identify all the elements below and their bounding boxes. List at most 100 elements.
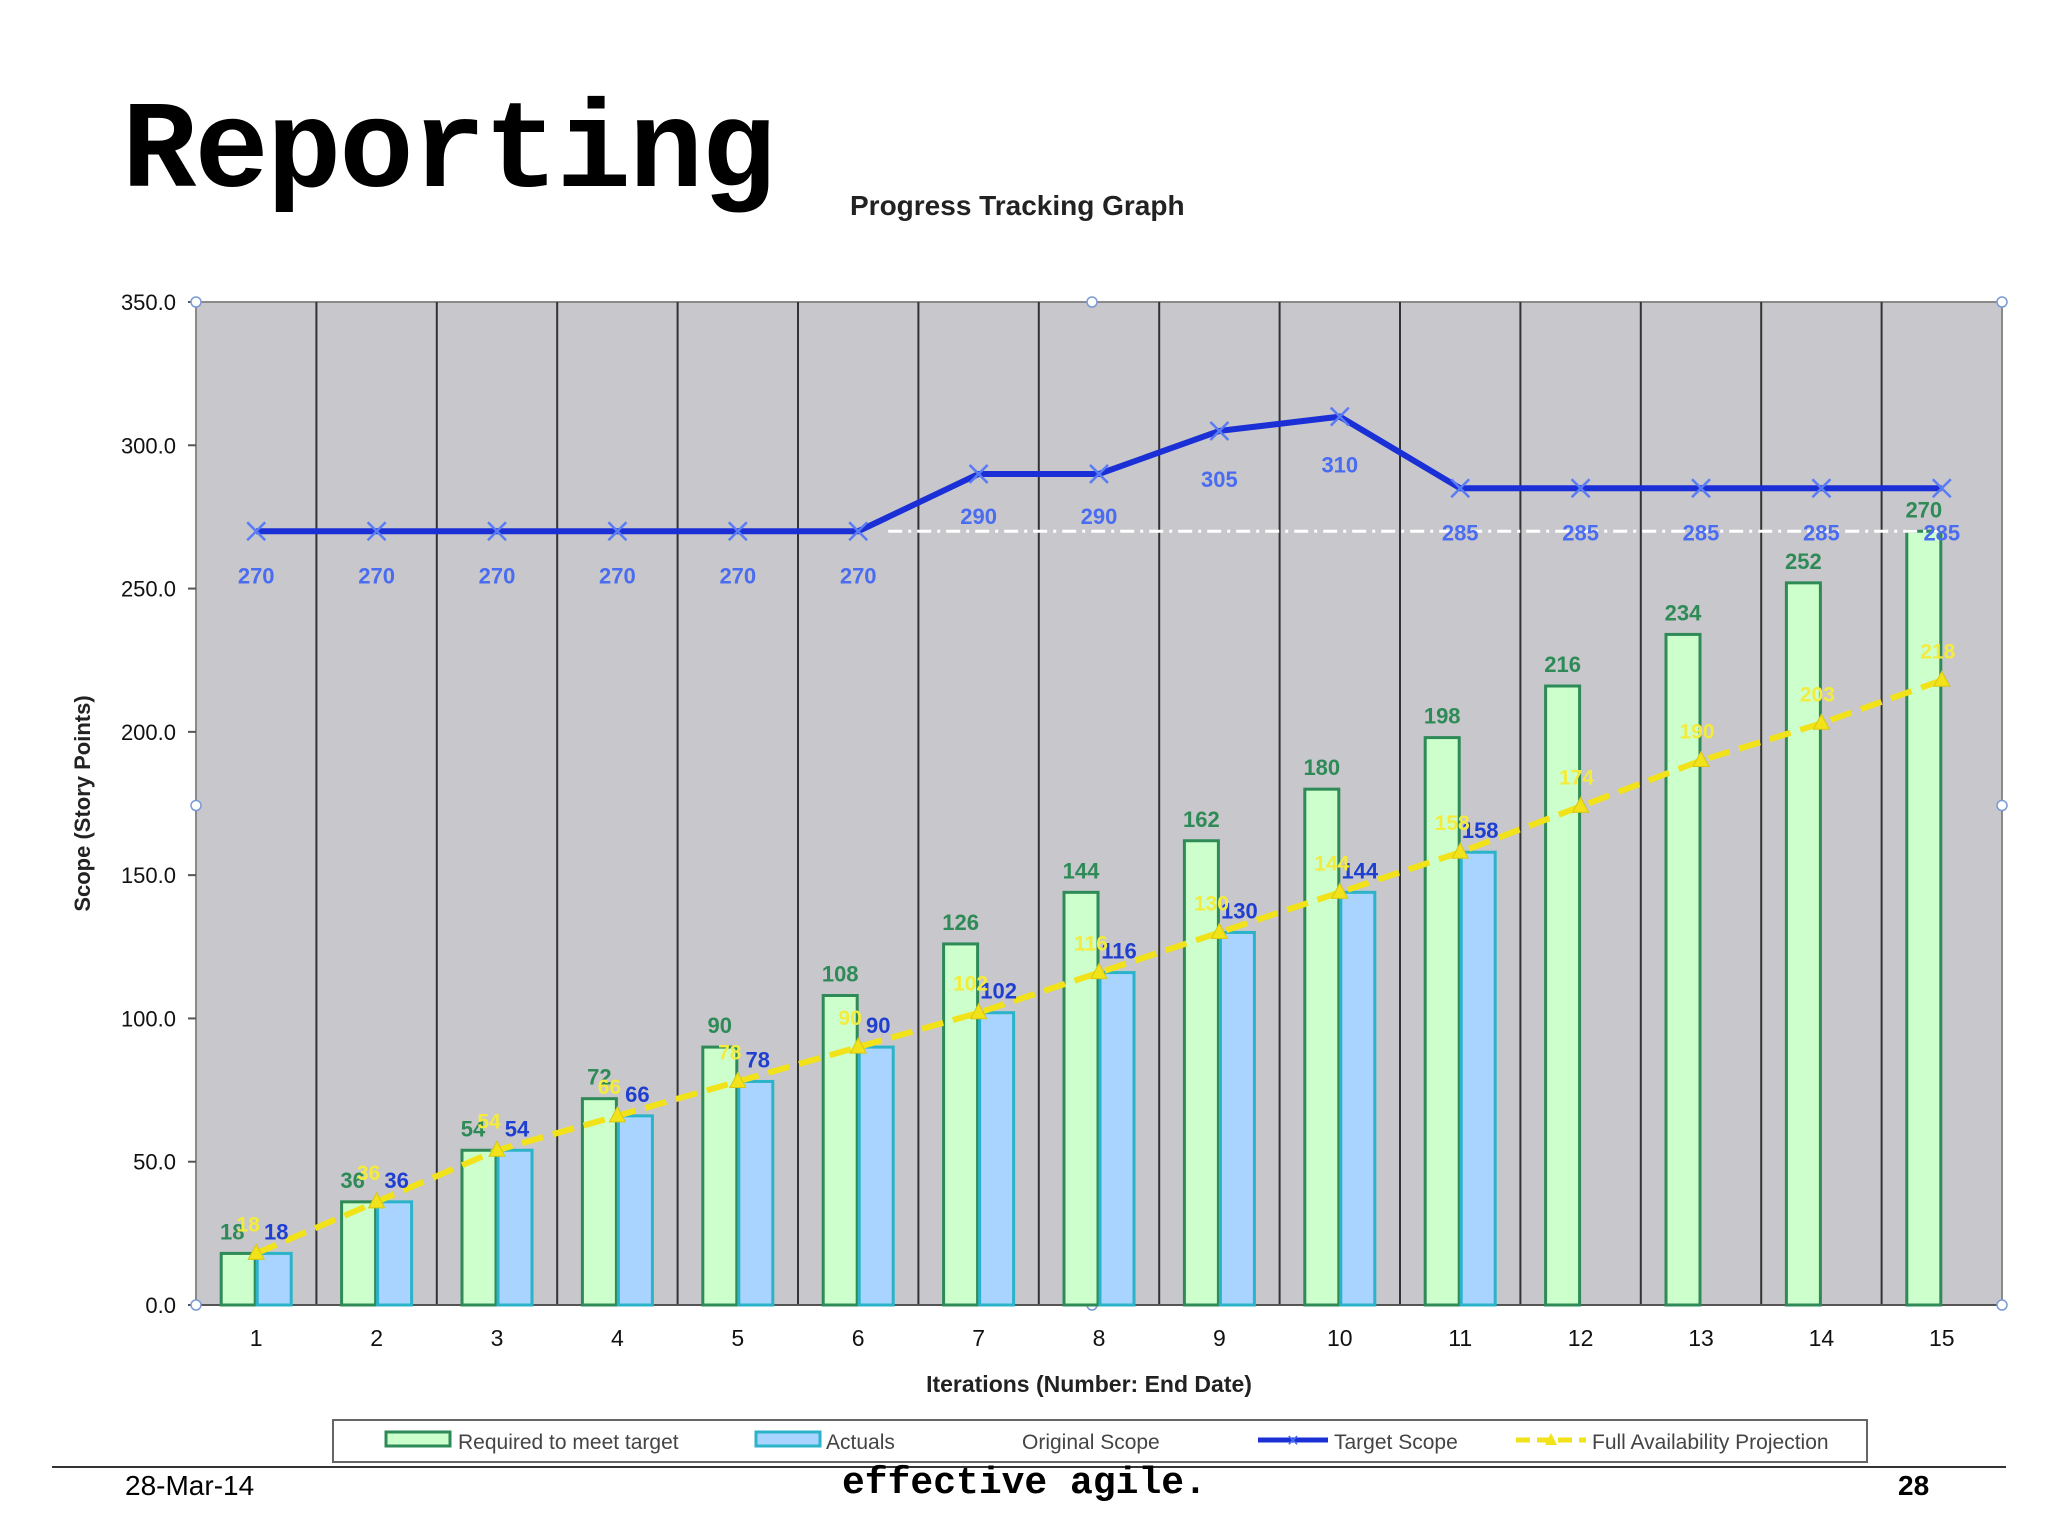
bar-actuals [1339,890,1377,1307]
y-tick-label: 250.0 [121,577,176,602]
bar-required [1182,839,1220,1307]
label-required: 252 [1785,549,1822,574]
bar-actuals [857,1045,895,1307]
bar-actuals [978,1011,1016,1307]
y-tick-label: 200.0 [121,720,176,745]
label-target-scope: 290 [1081,504,1118,529]
label-actuals: 144 [1341,858,1378,883]
label-actuals: 158 [1462,818,1499,843]
label-actuals: 102 [980,979,1017,1004]
legend-swatch-target-scope: ✕ [1258,1431,1328,1450]
label-actuals: 66 [625,1082,649,1107]
y-tick-label: 0.0 [145,1293,176,1318]
label-target-scope: 270 [358,563,395,588]
selection-handle [190,296,202,308]
point-projection [367,1191,386,1209]
label-projection: 36 [357,1162,380,1185]
selection-handle [190,799,202,812]
label-target-scope: 285 [1442,520,1479,545]
point-projection [1090,962,1108,980]
bar-required [1544,684,1582,1307]
point-target-scope [366,521,387,542]
selection-handle [1086,296,1098,308]
label-actuals: 90 [866,1013,890,1038]
legend-label-target-scope: Target Scope [1334,1431,1458,1454]
footer-tagline: effective agile. [842,1462,1207,1505]
label-actuals: 54 [505,1116,530,1141]
bar-required [580,1097,618,1307]
selection-handle [190,1299,202,1311]
label-projection: 144 [1314,852,1349,875]
y-tick-label: 350.0 [121,290,176,315]
bar-actuals [737,1079,775,1307]
label-required: 270 [1905,497,1942,522]
x-tick-label: 6 [852,1325,865,1351]
label-projection: 190 [1679,721,1714,744]
chart-title: Progress Tracking Graph [850,190,1185,221]
label-projection: 54 [477,1110,501,1133]
legend-swatch-actuals [754,1430,822,1448]
point-target-scope [1931,478,1952,499]
legend-label-actuals: Actuals [826,1431,895,1454]
label-target-scope: 285 [1562,520,1599,545]
x-tick-label: 5 [731,1325,744,1351]
point-projection [849,1037,868,1054]
point-target-scope [968,464,989,484]
point-target-scope [1570,478,1591,499]
label-projection: 66 [598,1076,621,1099]
legend-swatch-projection [1516,1433,1586,1445]
point-target-scope [1691,478,1711,499]
label-projection: 203 [1800,683,1835,706]
label-projection: 116 [1074,933,1108,956]
label-target-scope: 285 [1923,520,1960,545]
bar-required [1303,787,1341,1307]
point-target-scope [1811,478,1832,499]
label-projection: 102 [953,973,988,996]
x-tick-label: 7 [972,1325,985,1351]
x-tick-label: 2 [370,1325,383,1351]
y-tick-label: 100.0 [121,1006,176,1031]
label-target-scope: 270 [719,563,756,588]
bar-actuals [1218,930,1256,1307]
chart-legend: Required to meet target Actuals Original… [332,1419,1868,1463]
label-required: 180 [1303,755,1340,780]
svg-text:✕: ✕ [1286,1431,1299,1450]
x-tick-label: 14 [1809,1325,1835,1351]
label-required: 36 [340,1168,364,1193]
label-target-scope: 310 [1321,453,1358,478]
page-number: 28 [1898,1470,1930,1501]
x-tick-label: 10 [1327,1325,1353,1351]
y-axis-title: Scope (Story Points) [70,695,95,911]
label-required: 18 [220,1219,244,1244]
label-actuals: 18 [264,1219,288,1244]
label-target-scope: 285 [1803,520,1840,545]
x-tick-label: 12 [1568,1325,1594,1351]
label-projection: 158 [1435,812,1470,835]
x-tick-label: 8 [1093,1325,1106,1351]
point-target-scope [1329,406,1350,427]
label-projection: 130 [1194,892,1229,915]
label-target-scope: 285 [1683,520,1720,545]
point-projection [1210,922,1229,939]
bar-required [1062,890,1100,1307]
line-projection [255,677,1943,1257]
bar-actuals [1098,971,1136,1307]
x-tick-label: 3 [491,1325,504,1351]
bar-required [1784,581,1822,1307]
selection-handle [1996,799,2008,812]
footer-date: 28-Mar-14 [125,1470,255,1501]
point-projection [1692,750,1710,768]
legend-label-original-scope: Original Scope [1022,1431,1160,1454]
point-projection [1330,882,1349,899]
y-tick-label: 300.0 [121,433,176,458]
label-required: 108 [822,962,859,987]
point-target-scope [1450,478,1471,499]
point-projection [247,1243,266,1260]
label-required: 54 [461,1116,486,1141]
legend-swatch-required [384,1430,452,1448]
label-projection: 90 [839,1007,862,1030]
point-target-scope [246,521,267,542]
label-actuals: 36 [384,1168,408,1193]
point-target-scope [727,521,748,542]
point-target-scope [487,521,507,542]
